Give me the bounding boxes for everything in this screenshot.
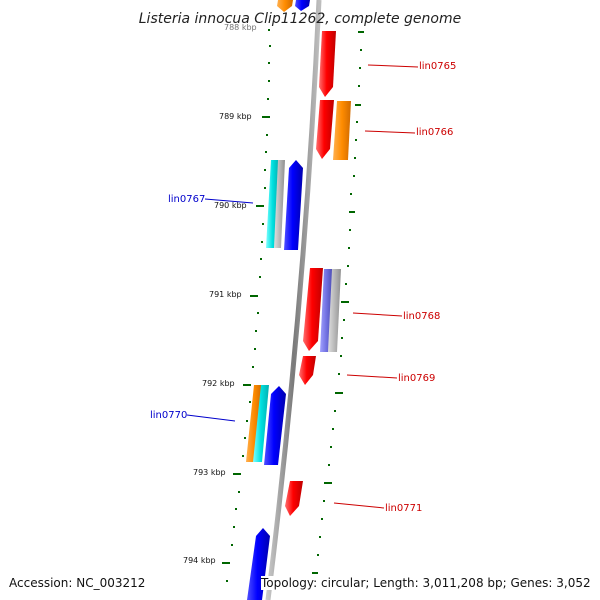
gene-lin0768 — [303, 268, 323, 351]
tick-label-790: 790 kbp — [214, 201, 247, 210]
gene-label-lin0770[interactable]: lin0770 — [150, 410, 187, 421]
accession-text: Accession: NC_003212 — [9, 576, 146, 590]
gene-lin0769 — [299, 356, 316, 385]
gene-grey-lin0768-pair — [328, 269, 341, 352]
topology-summary: Topology: circular; Length: 3,011,208 bp… — [261, 576, 591, 590]
gene-orange-lin0766-pair — [333, 101, 351, 160]
gene-lin0771 — [285, 481, 303, 516]
genome-backbone — [265, 0, 322, 600]
tick-label-791: 791 kbp — [209, 290, 242, 299]
tick-label-788: 788 kbp — [224, 23, 257, 32]
left-scale-ticks — [222, 29, 271, 582]
gene-label-lin0766[interactable]: lin0766 — [416, 127, 453, 138]
gene-label-lin0771[interactable]: lin0771 — [385, 503, 422, 514]
gene-label-lin0765[interactable]: lin0765 — [419, 61, 456, 72]
tick-label-793: 793 kbp — [193, 468, 226, 477]
gene-lin0770 — [264, 386, 286, 465]
tick-label-789: 789 kbp — [219, 112, 252, 121]
gene-label-lin0767[interactable]: lin0767 — [168, 194, 205, 205]
gene-label-lin0769[interactable]: lin0769 — [398, 373, 435, 384]
tick-label-794: 794 kbp — [183, 556, 216, 565]
right-scale-ticks — [312, 31, 364, 574]
gene-lin0765 — [319, 31, 336, 97]
gene-grey-lin0767-pair — [274, 160, 285, 248]
label-leader-lines — [186, 64, 419, 509]
gene-cyan-lin0770-pair — [253, 385, 269, 462]
gene-orange-lin0770-pair — [246, 385, 262, 462]
gene-orange-top-partial — [277, 0, 293, 12]
gene-blue-top-partial — [295, 0, 310, 11]
gene-lin0766 — [316, 100, 334, 159]
gene-label-lin0768[interactable]: lin0768 — [403, 311, 440, 322]
gene-lin0767 — [284, 160, 303, 250]
map-title: Listeria innocua Clip11262, complete gen… — [139, 11, 461, 27]
tick-label-792: 792 kbp — [202, 379, 235, 388]
